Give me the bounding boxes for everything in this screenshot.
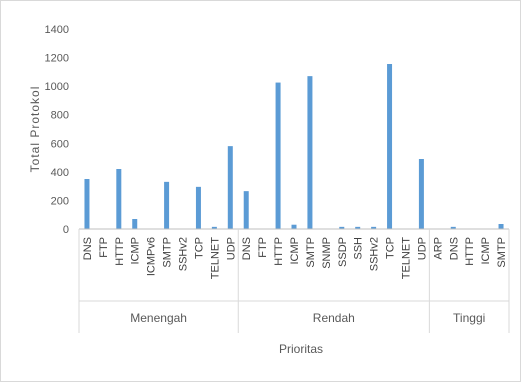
group-label: Menengah [130,311,187,325]
x-axis-title: Prioritas [279,342,323,356]
x-tick-label: SMTP [305,237,317,268]
bar [498,224,504,229]
x-tick-label: HTTP [464,237,476,266]
bar [307,76,313,230]
bar [450,226,456,229]
bar [164,181,170,229]
x-tick-label: ICMP [480,237,492,265]
y-axis-title: Total Protokol [28,86,42,173]
y-tick-label: 200 [51,195,69,207]
x-tick-label: ICMPv6 [146,237,158,276]
group-label: Tinggi [453,311,485,325]
bars [84,64,504,230]
x-tick-label: SSH [353,237,365,260]
bar [227,146,233,229]
group-label: Rendah [313,311,355,325]
x-tick-label: SNMP [321,237,333,269]
x-tick-label: SMTP [496,237,508,268]
y-tick-label: 1000 [45,81,69,93]
x-tick-label: SSHv2 [369,237,381,271]
x-tick-label: FTP [257,237,269,258]
bar [371,226,377,229]
bar [275,82,281,229]
bar [355,226,361,229]
x-tick-label: SSHv2 [178,237,190,271]
y-tick-label: 1200 [45,53,69,65]
y-tick-label: 1400 [45,24,69,36]
x-tick-label: SMTP [162,237,174,268]
bar [418,159,424,229]
x-tick-label: TELNET [209,237,221,279]
bar [116,169,122,229]
x-tick-label: DNS [448,237,460,260]
x-tick-label: HTTP [114,237,126,266]
x-axis: DNS FTP HTTP ICMP ICMPv6 SMTP SSHv2 TCP TELNET UD… [78,228,510,333]
x-tick-label: DNS [82,237,94,260]
x-tick-label: UDP [416,237,428,260]
bar [291,224,297,229]
y-axis: 0 200 400 600 800 1000 1200 1400 [45,24,69,236]
x-tick-label: DNS [241,237,253,260]
x-tick-label: TCP [193,237,205,259]
x-tick-label: ICMP [289,237,301,265]
x-tick-label: TELNET [400,237,412,279]
x-tick-label: HTTP [273,237,285,266]
x-tick-label: UDP [225,237,237,260]
bar [387,64,393,229]
x-tick-label: ARP [432,237,444,260]
y-tick-label: 400 [51,167,69,179]
y-tick-label: 600 [51,138,69,150]
x-tick-label: SSDP [337,237,349,267]
y-tick-label: 0 [63,224,69,236]
y-tick-label: 800 [51,110,69,122]
bar [339,226,345,229]
bar [211,226,217,229]
bar [195,186,201,229]
bar [243,191,249,229]
bar [132,219,138,229]
x-tick-label: TCP [385,237,397,259]
x-tick-label: FTP [98,237,110,258]
bar [84,179,90,229]
x-tick-label: ICMP [130,237,142,265]
